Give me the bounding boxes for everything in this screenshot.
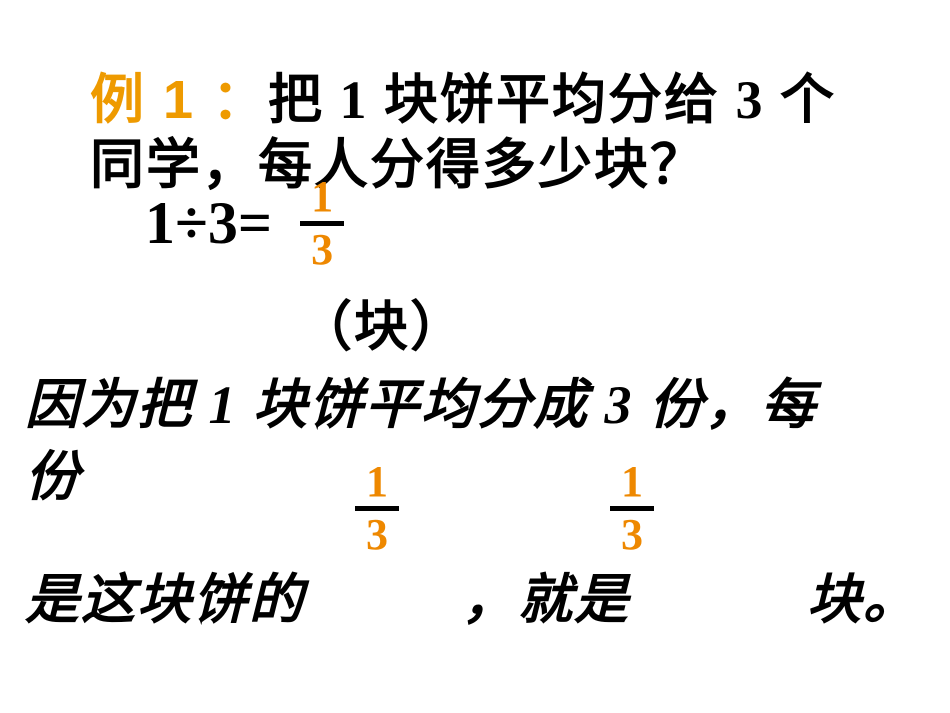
explanation-fraction-b: 1 3 (610, 460, 654, 557)
equation-fraction: 1 3 (300, 175, 344, 272)
explanation-seg-1: 是这块饼的 (25, 555, 305, 634)
fraction-numerator: 1 (362, 460, 392, 506)
fraction-denominator: 3 (362, 511, 392, 557)
explanation-seg-3: 块。 (807, 555, 919, 634)
equation-lhs: 1÷3= (145, 189, 272, 258)
explanation-line-3: 是这块饼的 ，就是 块。 (25, 555, 919, 634)
unit-label: （块） (298, 282, 466, 361)
fraction-numerator: 1 (307, 175, 337, 221)
explanation-fraction-a: 1 3 (355, 460, 399, 557)
explanation-seg-2: ，就是 (462, 555, 630, 634)
explanation-line-2: 份 (25, 432, 81, 511)
slide-page: 例 1 ：把 1 块饼平均分给 3 个 同学，每人分得多少块？ 1÷3= 1 3… (0, 0, 950, 713)
fraction-denominator: 3 (307, 226, 337, 272)
fraction-numerator: 1 (617, 460, 647, 506)
explanation-line-1: 因为把 1 块饼平均分成 3 份，每 (25, 360, 817, 439)
equation-row: 1÷3= 1 3 (145, 175, 344, 272)
fraction-denominator: 3 (617, 511, 647, 557)
